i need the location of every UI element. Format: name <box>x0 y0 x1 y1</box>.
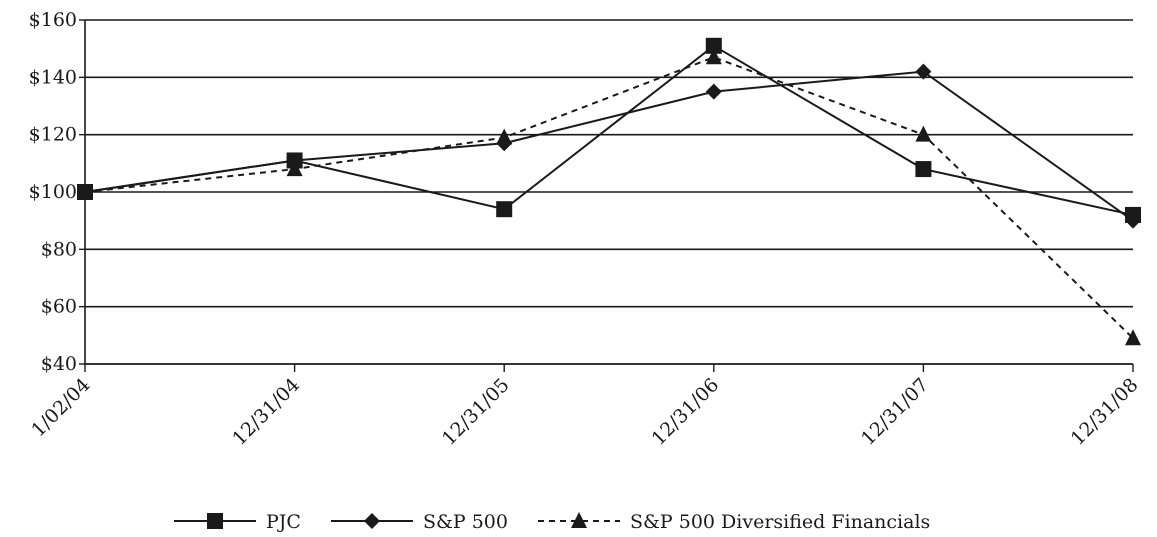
data-point-s-p-500 <box>705 83 722 100</box>
series-s-p-500 <box>77 63 1141 229</box>
legend-label: S&P 500 Diversified Financials <box>630 511 930 533</box>
y-tick-label: $140 <box>29 66 77 88</box>
data-point-s-p-500-diversified-financials <box>915 125 932 142</box>
y-axis-ticks: $40 $60 $80 $100 $120 $140 $160 <box>29 9 85 375</box>
data-point-pjc <box>705 37 722 54</box>
data-point-s-p-500 <box>1125 212 1141 229</box>
data-point-s-p-500-diversified-financials <box>705 48 722 65</box>
y-tick-label: $60 <box>41 296 77 318</box>
legend-item-s-p-500: S&P 500 <box>330 511 508 533</box>
data-point-pjc <box>496 201 513 218</box>
data-point-pjc <box>915 161 932 178</box>
legend-marker <box>363 513 380 529</box>
data-point-s-p-500 <box>286 152 303 169</box>
legend: PJC S&P 500 S&P 500 Diversified Financials <box>174 511 930 533</box>
series-line-s-p-500-diversified-financials <box>84 56 1134 339</box>
x-tick-label: 12/31/08 <box>1067 374 1143 450</box>
grid-lines <box>85 19 1133 365</box>
y-tick-label: $40 <box>41 353 77 375</box>
series-line-s-p-500 <box>84 70 1134 222</box>
y-tick-label: $160 <box>29 9 77 31</box>
x-tick-label: 12/31/04 <box>228 374 304 450</box>
data-point-s-p-500 <box>915 63 932 80</box>
legend-label: PJC <box>266 511 301 533</box>
y-tick-label: $100 <box>29 181 77 203</box>
x-tick-label: 1/02/04 <box>27 374 94 441</box>
legend-item-s-p-500-diversified-financials: S&P 500 Diversified Financials <box>537 511 930 533</box>
y-tick-label: $80 <box>41 238 77 260</box>
legend-marker <box>207 513 223 529</box>
data-point-s-p-500-diversified-financials <box>1125 329 1141 346</box>
legend-label: S&P 500 <box>423 511 508 533</box>
data-point-s-p-500 <box>77 184 93 200</box>
series-s-p-500-diversified-financials <box>77 48 1141 346</box>
x-tick-label: 12/31/07 <box>857 374 933 450</box>
legend-item-pjc: PJC <box>174 511 301 533</box>
legend-marker <box>570 512 587 528</box>
x-axis-ticks: 1/02/04 12/31/04 12/31/05 12/31/06 12/31/07 1… <box>27 364 1143 450</box>
data-point-s-p-500 <box>496 135 513 152</box>
x-tick-label: 12/31/06 <box>647 374 723 450</box>
series-line-pjc <box>84 44 1134 216</box>
y-tick-label: $120 <box>29 124 77 146</box>
series-pjc <box>77 37 1141 223</box>
x-tick-label: 12/31/05 <box>438 374 514 450</box>
series-lines <box>77 37 1141 346</box>
